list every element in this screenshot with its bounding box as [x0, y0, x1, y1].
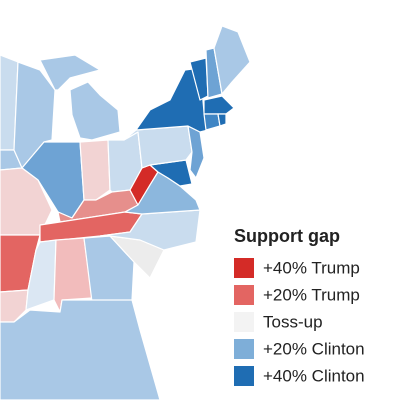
legend: Support gap +40% Trump +20% Trump Toss-up +…: [234, 226, 365, 386]
legend-label: Toss-up: [263, 312, 323, 331]
legend-swatch: [234, 366, 254, 386]
state: [39, 54, 101, 91]
state: [0, 289, 29, 323]
state: [217, 113, 227, 127]
legend-label: +20% Clinton: [263, 339, 365, 358]
legend-swatch: [234, 339, 254, 359]
legend-title: Support gap: [234, 226, 340, 246]
state: [203, 95, 235, 115]
state: [203, 113, 221, 131]
states: [0, 25, 251, 400]
legend-label: +40% Clinton: [263, 366, 365, 385]
state: [99, 209, 201, 251]
legend-label: +40% Trump: [263, 258, 360, 277]
legend-swatch: [234, 258, 254, 278]
legend-swatch: [234, 312, 254, 332]
state: [79, 139, 111, 201]
legend-swatch: [234, 285, 254, 305]
state: [213, 25, 251, 95]
state: [69, 81, 121, 141]
legend-label: +20% Trump: [263, 285, 360, 304]
state: [0, 299, 161, 400]
state: [0, 167, 53, 236]
